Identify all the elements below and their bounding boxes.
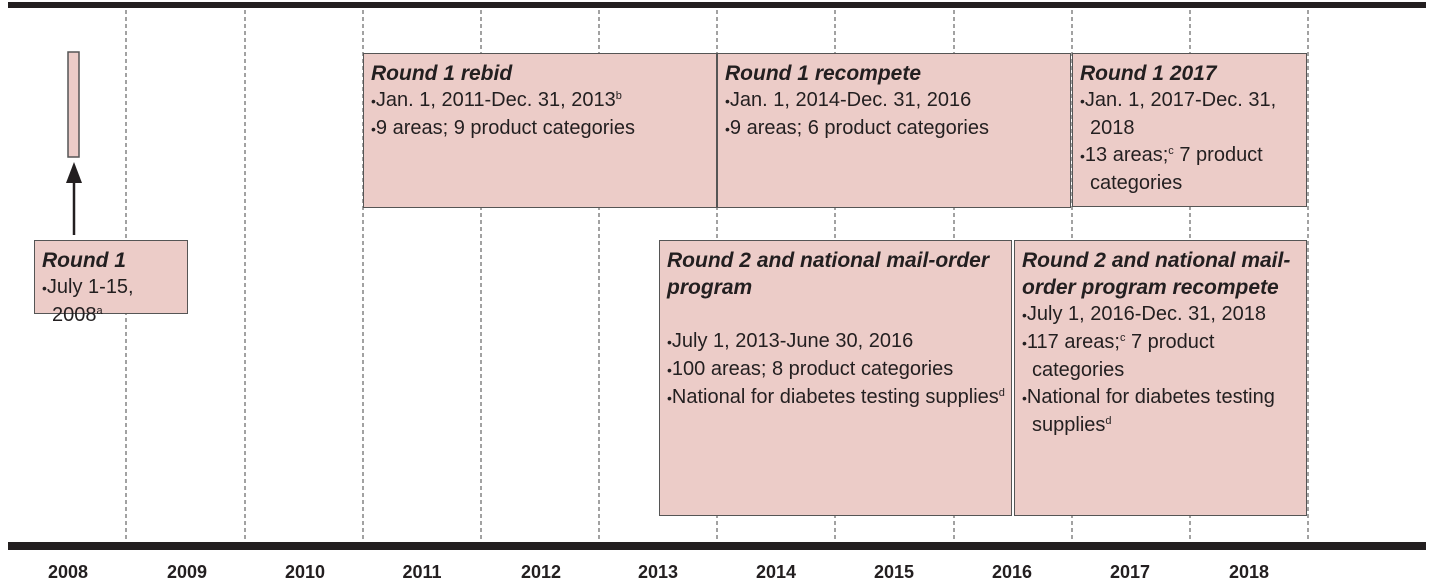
bullet-text: July 1, 2016-Dec. 31, 2018	[1026, 303, 1266, 325]
bullet-text: National for diabetes testing supplies	[1026, 386, 1275, 436]
year-label: 2010	[284, 562, 326, 582]
top-rule	[8, 2, 1426, 8]
box-title: Round 1 2017	[1080, 62, 1217, 85]
bullet: 100 areas; 8 product categories	[667, 356, 1005, 384]
bullet-text: 117 areas;	[1026, 331, 1120, 353]
bullet-text: Jan. 1, 2011-Dec. 31, 2013	[375, 89, 616, 111]
year-label: 2008	[47, 562, 89, 582]
year-label: 2011	[402, 562, 442, 582]
bullet-text: Jan. 1, 2017-Dec. 31, 2018	[1084, 89, 1277, 139]
bullet: July 1-15, 2008a	[42, 274, 181, 329]
footnote-mark: c	[1168, 145, 1174, 157]
bullet: National for diabetes testing suppliesd	[667, 384, 1005, 412]
bullet: 9 areas; 6 product categories	[725, 115, 1064, 143]
bullet: 117 areas;c 7 product categories	[1022, 329, 1300, 384]
arrow-head	[66, 162, 82, 183]
box-title: Round 2 and national mail-order program …	[1022, 249, 1291, 299]
year-label: 2013	[637, 562, 679, 582]
bullet: July 1, 2016-Dec. 31, 2018	[1022, 301, 1300, 329]
bullet-text: 13 areas;	[1084, 144, 1169, 166]
bullet-text: National for diabetes testing supplies	[671, 386, 999, 408]
program-box: Round 2 and national mail-order program …	[1014, 240, 1307, 516]
program-box: Round 2 and national mail-order program J…	[659, 240, 1012, 516]
year-label: 2017	[1109, 562, 1151, 582]
bullet-text: 9 areas; 6 product categories	[729, 117, 989, 139]
year-label: 2016	[991, 562, 1033, 582]
bullet: Jan. 1, 2014-Dec. 31, 2016	[725, 87, 1064, 115]
footnote-mark: c	[1119, 332, 1126, 344]
round1-bar	[67, 51, 80, 158]
program-box: Round 1July 1-15, 2008a	[34, 240, 188, 326]
year-label: 2014	[755, 562, 797, 582]
bullet: July 1, 2013-June 30, 2016	[667, 328, 1005, 356]
bullet-text: 100 areas; 8 product categories	[671, 358, 954, 380]
box-title: Round 1	[42, 249, 126, 272]
program-box: Round 1 recompete Jan. 1, 2014-Dec. 31, 2…	[717, 53, 1071, 208]
year-label: 2015	[873, 562, 915, 582]
year-label: 2012	[520, 562, 562, 582]
footnote-mark: d	[1105, 415, 1112, 427]
box-title: Round 2 and national mail-order program	[667, 249, 990, 299]
bullet: 13 areas;c 7 product categories	[1080, 142, 1300, 197]
bullet: Jan. 1, 2017-Dec. 31, 2018	[1080, 87, 1300, 142]
bullet-text: 9 areas; 9 product categories	[375, 117, 635, 139]
bullet: Jan. 1, 2011-Dec. 31, 2013b	[371, 87, 710, 115]
footnote-mark: a	[96, 305, 103, 317]
year-label: 2018	[1228, 562, 1270, 582]
program-box: Round 1 2017Jan. 1, 2017-Dec. 31, 201813…	[1072, 53, 1307, 207]
bullet-text: 7 product categories	[1032, 331, 1215, 381]
bullet-text: July 1, 2013-June 30, 2016	[671, 330, 914, 352]
bottom-rule	[8, 542, 1426, 550]
bullet: 9 areas; 9 product categories	[371, 115, 710, 143]
box-title: Round 1 recompete	[725, 62, 922, 85]
bullet-text: July 1-15, 2008	[46, 276, 134, 326]
year-label: 2009	[166, 562, 208, 582]
bullet: National for diabetes testing suppliesd	[1022, 384, 1300, 439]
footnote-mark: d	[998, 387, 1005, 399]
box-title: Round 1 rebid	[371, 62, 513, 85]
bullet-text: Jan. 1, 2014-Dec. 31, 2016	[729, 89, 972, 111]
footnote-mark: b	[615, 90, 622, 102]
program-box: Round 1 rebidJan. 1, 2011-Dec. 31, 2013b…	[363, 53, 717, 208]
bullet-text: 7 product categories	[1090, 144, 1263, 194]
